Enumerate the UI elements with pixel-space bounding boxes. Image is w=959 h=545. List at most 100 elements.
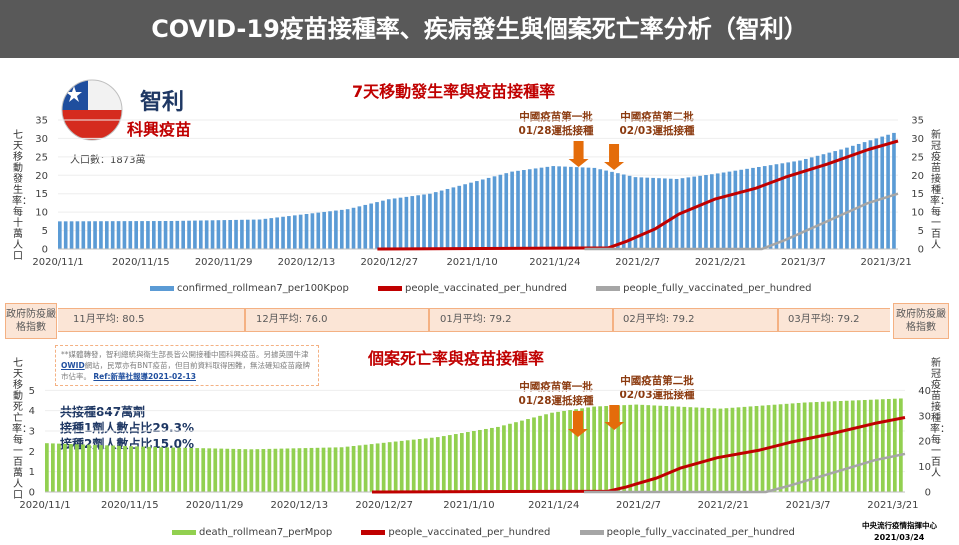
cases-bar	[668, 178, 673, 249]
deaths-bar	[652, 405, 657, 492]
cases-bar	[733, 170, 738, 249]
xtick-label: 2021/1/24	[529, 257, 580, 268]
deaths-bar	[297, 448, 302, 492]
legend-vacc-1: people_vaccinated_per_hundred	[377, 283, 567, 294]
deaths-bar	[165, 447, 170, 492]
deaths-bar	[574, 409, 578, 492]
xtick-label: 2021/1/10	[443, 500, 494, 511]
ytick-right-label: 5	[918, 226, 924, 237]
deaths-bar	[484, 428, 488, 492]
deaths-bar	[526, 419, 530, 492]
deaths-bar	[496, 426, 500, 492]
cases-bar	[627, 175, 632, 249]
xtick-label: 2021/1/10	[446, 257, 497, 268]
deaths-bar	[357, 445, 362, 492]
chart1-legend: confirmed_rollmean7_per100Kpop people_va…	[150, 283, 811, 294]
ytick-left-label: 2	[29, 447, 35, 458]
cases-bar	[422, 194, 426, 249]
ytick-left-label: 0	[29, 488, 35, 499]
cases-bar	[75, 221, 80, 249]
ytick-right-label: 0	[918, 245, 924, 256]
deaths-bar	[730, 407, 735, 492]
deaths-bar	[754, 406, 759, 492]
ytick-right-label: 10	[918, 462, 931, 473]
cases-bar	[81, 221, 86, 249]
cases-bar	[345, 209, 350, 249]
deaths-bar	[303, 448, 308, 492]
deaths-bar	[724, 408, 729, 492]
ytick-left-label: 1	[29, 467, 35, 478]
policy-divider-1	[244, 308, 246, 332]
cases-bar	[492, 176, 497, 249]
deaths-bar	[423, 438, 428, 492]
ytick-left-label: 3	[29, 427, 35, 438]
policy-month-03: 03月平均: 79.2	[788, 314, 860, 325]
deaths-bar	[628, 404, 633, 492]
cases-bar	[334, 210, 338, 249]
ytick-left-label: 15	[35, 189, 48, 200]
cases-bar	[710, 174, 714, 249]
cases-bar	[210, 220, 215, 249]
cases-bar	[692, 176, 697, 249]
deaths-bar	[772, 404, 777, 492]
deaths-bar	[532, 417, 536, 492]
deaths-bar	[309, 447, 314, 492]
deaths-bar	[417, 439, 422, 492]
deaths-bar	[514, 422, 518, 492]
deaths-bar	[459, 433, 464, 492]
cases-bar	[874, 138, 879, 249]
people-fully-vaccinated-line	[584, 452, 906, 494]
first-batch-arrow	[568, 141, 589, 167]
deaths-bar	[490, 427, 494, 492]
cases-bar	[357, 206, 362, 249]
deaths-bar	[159, 447, 163, 492]
xtick-label: 2020/11/29	[186, 500, 244, 511]
cases-bar	[827, 152, 832, 249]
deaths-bar	[586, 407, 590, 492]
cases-bar	[240, 219, 244, 249]
deaths-bar	[610, 405, 615, 492]
deaths-bar	[664, 406, 669, 492]
cases-bar	[868, 140, 873, 249]
xtick-label: 2021/3/21	[861, 257, 912, 268]
cases-bar	[251, 219, 256, 249]
chart2-annotation-second: 中國疫苗第二批 02/03運抵接種	[612, 374, 702, 402]
cases-bar	[745, 168, 749, 249]
cases-bar	[146, 221, 150, 249]
chart2-title: 個案死亡率與疫苗接種率	[368, 349, 545, 368]
cases-bar	[633, 177, 638, 249]
ytick-right-label: 30	[911, 134, 924, 145]
cases-bar	[110, 221, 115, 249]
cases-bar	[698, 175, 702, 249]
footer-date: 2021/03/24	[874, 533, 925, 542]
legend-full-1: people_fully_vaccinated_per_hundred	[596, 283, 811, 294]
deaths-bar	[856, 400, 861, 492]
deaths-bar	[117, 445, 121, 492]
cases-bar	[398, 197, 403, 249]
cases-bar	[774, 164, 779, 249]
cases-bar	[892, 132, 896, 249]
ytick-left-label: 5	[42, 226, 48, 237]
xtick-label: 2020/11/29	[195, 257, 253, 268]
cases-bar	[851, 145, 855, 249]
cases-bar	[580, 167, 585, 249]
deaths-bar	[447, 435, 452, 492]
deaths-bar	[291, 448, 296, 492]
cases-bar	[522, 170, 526, 249]
deaths-bar	[802, 402, 807, 492]
owid-link[interactable]: OWID	[61, 361, 85, 370]
cases-bar	[715, 173, 720, 249]
cases-bar	[639, 177, 644, 249]
deaths-bar	[339, 447, 344, 492]
deaths-bar	[129, 446, 133, 492]
deaths-bar	[778, 404, 783, 492]
xtick-label: 2021/2/7	[616, 500, 661, 511]
cases-bar	[592, 167, 597, 249]
cases-bar	[475, 181, 479, 249]
cases-bar	[780, 163, 785, 249]
cases-bar	[151, 221, 156, 249]
deaths-bar	[670, 406, 675, 492]
cases-bar	[598, 169, 603, 249]
cases-bar	[527, 169, 532, 249]
cases-bar	[804, 158, 808, 249]
